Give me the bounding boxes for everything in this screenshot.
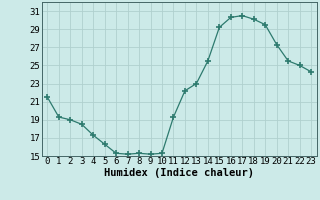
X-axis label: Humidex (Indice chaleur): Humidex (Indice chaleur)	[104, 168, 254, 178]
